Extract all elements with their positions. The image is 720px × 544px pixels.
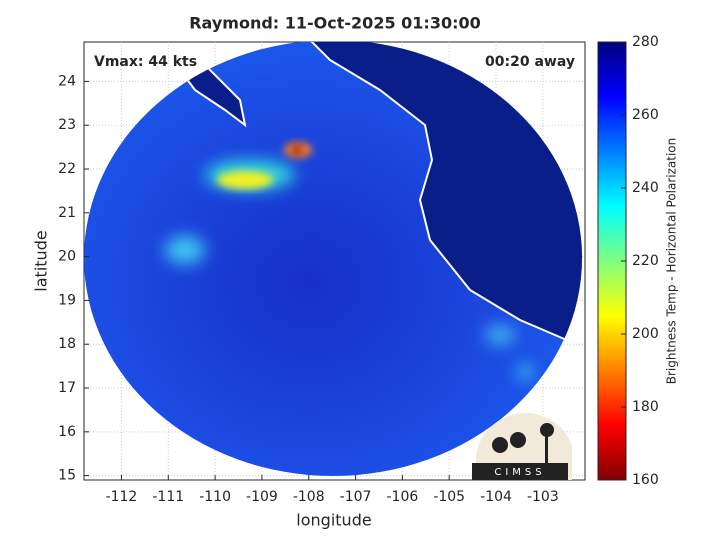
y-tick-label: 18: [58, 336, 76, 352]
colorbar-tick-label: 280: [632, 34, 659, 50]
x-tick-label: -103: [527, 489, 559, 505]
y-tick-label: 21: [58, 205, 76, 221]
x-axis-label: longitude: [296, 511, 371, 530]
y-tick-label: 17: [58, 380, 76, 396]
y-tick-label: 15: [58, 468, 76, 484]
x-tick-label: -110: [199, 489, 231, 505]
x-tick-label: -107: [340, 489, 372, 505]
colorbar-label: Brightness Temp - Horizontal Polarizatio…: [665, 138, 679, 385]
x-tick-label: -111: [152, 489, 184, 505]
x-tick-label: -106: [387, 489, 419, 505]
swath: [84, 42, 582, 476]
x-tick-label: -108: [293, 489, 325, 505]
x-tick-label: -109: [246, 489, 278, 505]
colorbar-tick-label: 260: [632, 107, 659, 123]
annotation: Vmax: 44 kts: [94, 54, 197, 70]
x-tick-label: -104: [480, 489, 512, 505]
y-axis-label: latitude: [32, 230, 51, 291]
colorbar-tick-label: 200: [632, 326, 659, 342]
logo-text: CIMSS: [494, 467, 545, 478]
colorbar-tick-label: 240: [632, 180, 659, 196]
colorbar-tick-label: 220: [632, 253, 659, 269]
y-tick-label: 24: [58, 73, 76, 89]
colorbar-tick-label: 160: [632, 472, 659, 488]
y-tick-label: 23: [58, 117, 76, 133]
y-tick-label: 16: [58, 424, 76, 440]
annotation: 00:20 away: [485, 54, 575, 70]
x-tick-label: -105: [433, 489, 465, 505]
chart-title: Raymond: 11-Oct-2025 01:30:00: [189, 14, 481, 33]
x-tick-label: -112: [106, 489, 138, 505]
y-tick-label: 19: [58, 292, 76, 308]
colorbar-tick-label: 180: [632, 399, 659, 415]
y-tick-label: 20: [58, 249, 76, 265]
y-tick-label: 22: [58, 161, 76, 177]
